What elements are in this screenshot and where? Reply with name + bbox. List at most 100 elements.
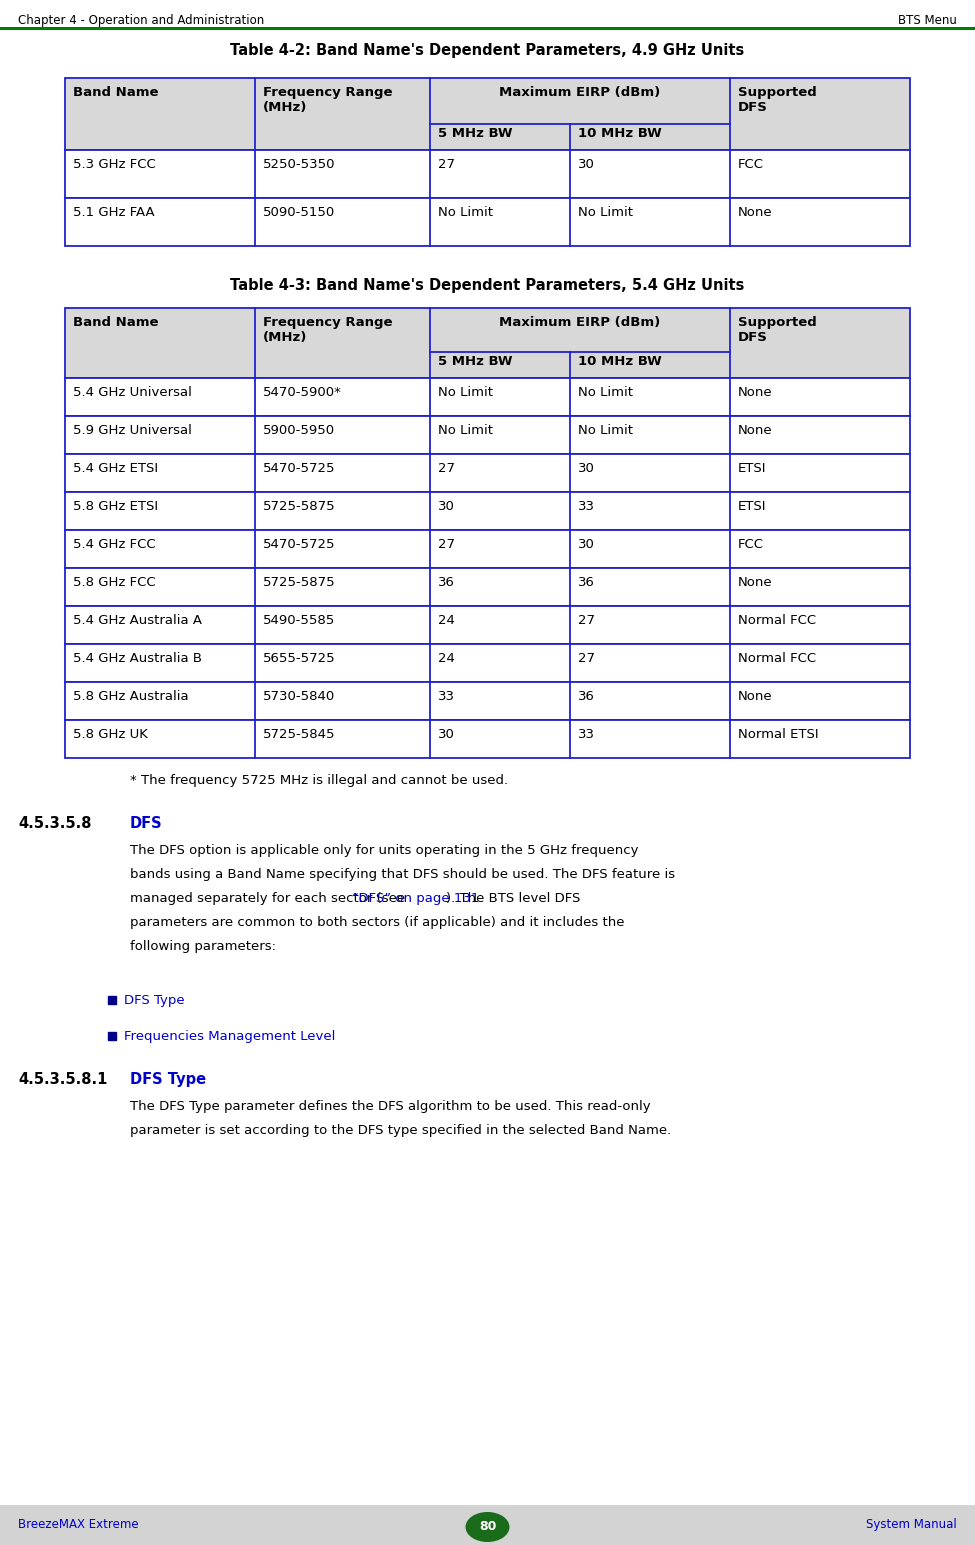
Text: Frequency Range
(MHz): Frequency Range (MHz) xyxy=(263,317,393,345)
Text: 5725-5845: 5725-5845 xyxy=(263,728,335,742)
Text: 5 MHz BW: 5 MHz BW xyxy=(438,127,513,141)
Text: 5.4 GHz FCC: 5.4 GHz FCC xyxy=(73,538,156,552)
Text: bands using a Band Name specifying that DFS should be used. The DFS feature is: bands using a Band Name specifying that … xyxy=(130,868,675,881)
Text: ETSI: ETSI xyxy=(738,501,766,513)
Text: 30: 30 xyxy=(578,538,595,552)
Text: DFS Type: DFS Type xyxy=(124,993,184,1007)
Bar xyxy=(65,720,910,759)
Text: Supported
DFS: Supported DFS xyxy=(738,317,817,345)
Text: 36: 36 xyxy=(578,691,595,703)
Text: The DFS option is applicable only for units operating in the 5 GHz frequency: The DFS option is applicable only for un… xyxy=(130,844,639,857)
Text: 4.5.3.5.8: 4.5.3.5.8 xyxy=(18,816,92,831)
Text: managed separately for each sector (see: managed separately for each sector (see xyxy=(130,891,410,905)
Text: 33: 33 xyxy=(578,728,595,742)
Text: 27: 27 xyxy=(578,613,595,627)
Text: None: None xyxy=(738,691,772,703)
Text: None: None xyxy=(738,386,772,399)
Text: No Limit: No Limit xyxy=(438,386,493,399)
Bar xyxy=(65,454,910,491)
Bar xyxy=(65,77,910,150)
Text: FCC: FCC xyxy=(738,538,764,552)
Text: 5.8 GHz Australia: 5.8 GHz Australia xyxy=(73,691,188,703)
Text: 5.4 GHz Australia A: 5.4 GHz Australia A xyxy=(73,613,202,627)
Text: parameter is set according to the DFS type specified in the selected Band Name.: parameter is set according to the DFS ty… xyxy=(130,1125,671,1137)
Text: No Limit: No Limit xyxy=(438,205,493,219)
Text: System Manual: System Manual xyxy=(866,1519,957,1531)
Text: following parameters:: following parameters: xyxy=(130,939,276,953)
Bar xyxy=(65,569,910,606)
Text: 5090-5150: 5090-5150 xyxy=(263,205,335,219)
Text: “DFS” on page 131: “DFS” on page 131 xyxy=(352,891,480,905)
Ellipse shape xyxy=(465,1513,510,1542)
Text: 5.8 GHz FCC: 5.8 GHz FCC xyxy=(73,576,156,589)
Text: Maximum EIRP (dBm): Maximum EIRP (dBm) xyxy=(499,317,661,329)
Text: 30: 30 xyxy=(438,501,455,513)
Text: Supported
DFS: Supported DFS xyxy=(738,87,817,114)
Text: 5.8 GHz UK: 5.8 GHz UK xyxy=(73,728,148,742)
Text: The DFS Type parameter defines the DFS algorithm to be used. This read-only: The DFS Type parameter defines the DFS a… xyxy=(130,1100,650,1112)
Text: Table 4-2: Band Name's Dependent Parameters, 4.9 GHz Units: Table 4-2: Band Name's Dependent Paramet… xyxy=(230,43,745,59)
Text: Normal FCC: Normal FCC xyxy=(738,613,816,627)
Text: FCC: FCC xyxy=(738,158,764,171)
Text: ). The BTS level DFS: ). The BTS level DFS xyxy=(447,891,581,905)
Text: 27: 27 xyxy=(438,462,455,474)
Text: 5725-5875: 5725-5875 xyxy=(263,501,335,513)
Text: No Limit: No Limit xyxy=(438,423,493,437)
Bar xyxy=(0,1505,975,1545)
Bar xyxy=(65,416,910,454)
Bar xyxy=(65,491,910,530)
Text: Frequency Range
(MHz): Frequency Range (MHz) xyxy=(263,87,393,114)
Text: 5900-5950: 5900-5950 xyxy=(263,423,335,437)
Text: 24: 24 xyxy=(438,652,455,664)
Bar xyxy=(65,606,910,644)
Text: 80: 80 xyxy=(479,1520,496,1534)
Text: BreezeMAX Extreme: BreezeMAX Extreme xyxy=(18,1519,138,1531)
Text: 5470-5725: 5470-5725 xyxy=(263,462,335,474)
Text: 36: 36 xyxy=(438,576,455,589)
Text: 33: 33 xyxy=(578,501,595,513)
Text: DFS Type: DFS Type xyxy=(130,1072,206,1088)
Text: 5.8 GHz ETSI: 5.8 GHz ETSI xyxy=(73,501,158,513)
Text: 5.9 GHz Universal: 5.9 GHz Universal xyxy=(73,423,192,437)
Text: 5.4 GHz ETSI: 5.4 GHz ETSI xyxy=(73,462,158,474)
Bar xyxy=(108,1032,116,1040)
Text: BTS Menu: BTS Menu xyxy=(898,14,957,26)
Text: 5470-5900*: 5470-5900* xyxy=(263,386,342,399)
Text: 5490-5585: 5490-5585 xyxy=(263,613,335,627)
Text: 24: 24 xyxy=(438,613,455,627)
Text: Frequencies Management Level: Frequencies Management Level xyxy=(124,1031,335,1043)
Text: 5655-5725: 5655-5725 xyxy=(263,652,335,664)
Text: None: None xyxy=(738,576,772,589)
Bar xyxy=(65,644,910,681)
Text: 27: 27 xyxy=(438,158,455,171)
Text: 30: 30 xyxy=(578,462,595,474)
Bar xyxy=(65,198,910,246)
Text: 10 MHz BW: 10 MHz BW xyxy=(578,127,662,141)
Text: Chapter 4 - Operation and Administration: Chapter 4 - Operation and Administration xyxy=(18,14,264,26)
Text: None: None xyxy=(738,423,772,437)
Text: Normal ETSI: Normal ETSI xyxy=(738,728,819,742)
Text: Normal FCC: Normal FCC xyxy=(738,652,816,664)
Bar xyxy=(65,379,910,416)
Bar xyxy=(108,997,116,1004)
Text: 5.4 GHz Australia B: 5.4 GHz Australia B xyxy=(73,652,202,664)
Text: 30: 30 xyxy=(578,158,595,171)
Text: 30: 30 xyxy=(438,728,455,742)
Text: No Limit: No Limit xyxy=(578,423,633,437)
Text: 5250-5350: 5250-5350 xyxy=(263,158,335,171)
Text: 5725-5875: 5725-5875 xyxy=(263,576,335,589)
Text: 5.1 GHz FAA: 5.1 GHz FAA xyxy=(73,205,155,219)
Text: 36: 36 xyxy=(578,576,595,589)
Text: 5.3 GHz FCC: 5.3 GHz FCC xyxy=(73,158,156,171)
Text: 5470-5725: 5470-5725 xyxy=(263,538,335,552)
Text: ETSI: ETSI xyxy=(738,462,766,474)
Bar xyxy=(65,150,910,198)
Bar xyxy=(0,26,975,29)
Text: No Limit: No Limit xyxy=(578,205,633,219)
Text: 5730-5840: 5730-5840 xyxy=(263,691,335,703)
Text: No Limit: No Limit xyxy=(578,386,633,399)
Text: * The frequency 5725 MHz is illegal and cannot be used.: * The frequency 5725 MHz is illegal and … xyxy=(130,774,508,786)
Text: Maximum EIRP (dBm): Maximum EIRP (dBm) xyxy=(499,87,661,99)
Text: 33: 33 xyxy=(438,691,455,703)
Text: None: None xyxy=(738,205,772,219)
